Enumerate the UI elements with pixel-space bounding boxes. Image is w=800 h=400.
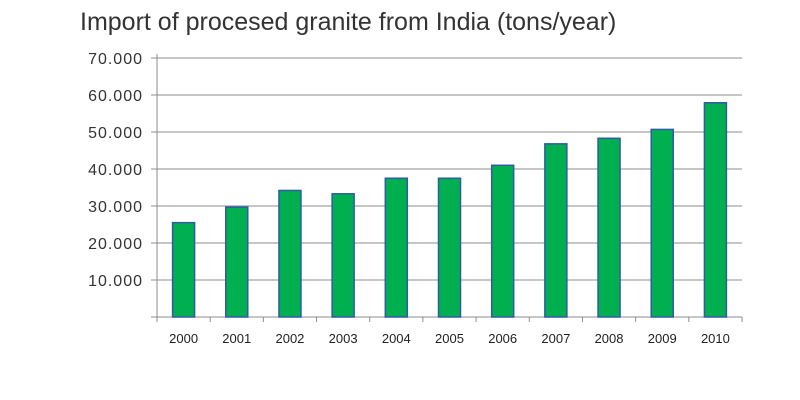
x-tick-label: 2005	[435, 331, 464, 346]
bars	[171, 102, 728, 318]
x-tick-label: 2000	[169, 331, 198, 346]
x-tick-label: 2007	[541, 331, 570, 346]
y-tick-labels: 10.000 20.000 30.000 40.000 50.000 60.000 70.0…	[88, 51, 143, 290]
x-tick-label: 2009	[648, 331, 677, 346]
bar-2000	[171, 221, 196, 318]
bar-2007	[544, 143, 568, 318]
x-tick-label: 2003	[329, 331, 358, 346]
bar-2003	[331, 193, 355, 318]
y-tick-label: 20.000	[88, 236, 143, 253]
x-tick-label: 2002	[275, 331, 304, 346]
bar-2009	[650, 128, 674, 318]
bar-2001	[225, 206, 249, 318]
bar-2010	[703, 102, 728, 318]
bar-2006	[490, 164, 515, 318]
bar-2002	[278, 189, 302, 318]
y-tick-label: 70.000	[88, 51, 143, 68]
x-tick-label: 2010	[701, 331, 730, 346]
bar-2004	[384, 177, 409, 318]
x-tick-labels: 2000 2001 2002 2003 2004 2005 2006 2007 2008 2009…	[169, 331, 730, 346]
y-tick-label: 30.000	[88, 199, 143, 216]
x-tick-label: 2008	[595, 331, 624, 346]
bar-2008	[597, 137, 621, 318]
bar-2005	[437, 177, 462, 318]
x-tick-label: 2006	[488, 331, 517, 346]
chart-title: Import of procesed granite from India (t…	[80, 8, 617, 36]
x-tick-label: 2001	[222, 331, 251, 346]
y-tick-label: 40.000	[88, 162, 143, 179]
y-tick-label: 10.000	[88, 273, 143, 290]
x-tick-label: 2004	[382, 331, 411, 346]
y-tick-label: 60.000	[88, 88, 143, 105]
y-tick-label: 50.000	[88, 125, 143, 142]
